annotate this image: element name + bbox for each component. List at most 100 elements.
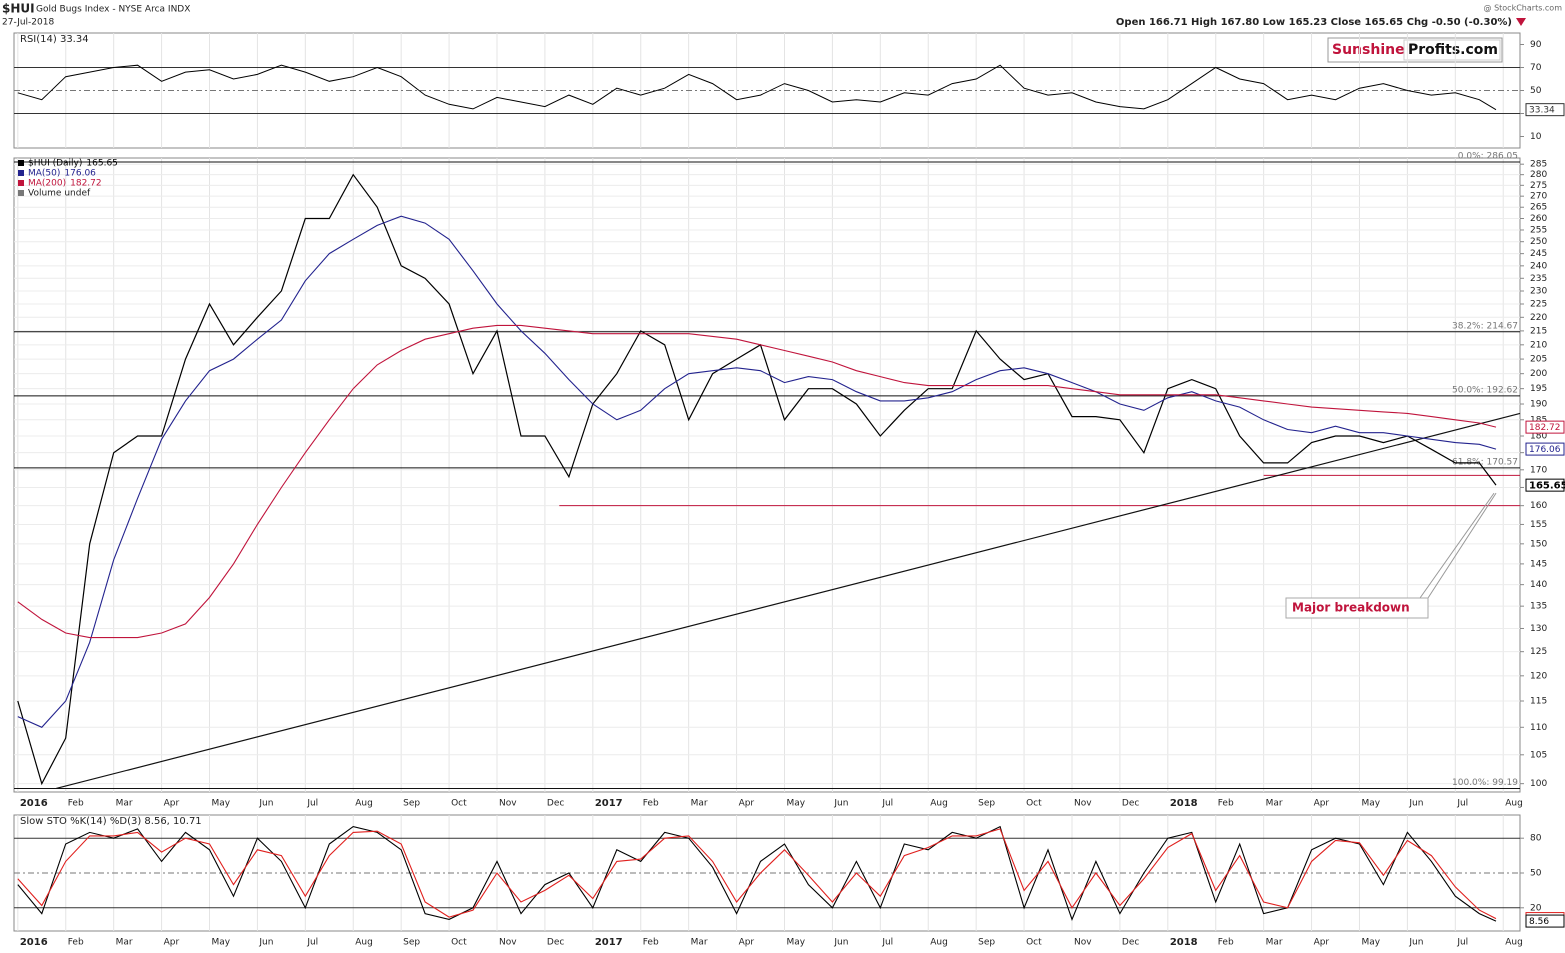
x-tick-label: Feb [68, 799, 84, 809]
y-tick-label: 125 [1530, 647, 1547, 657]
value-tag [1525, 420, 1565, 434]
annotation-arrow [1419, 492, 1497, 599]
y-tick-label: 70 [1530, 63, 1542, 73]
down-arrow [1516, 18, 1526, 26]
y-tick-label: 50 [1530, 86, 1542, 96]
y-tick-label: 270 [1530, 192, 1547, 202]
x-tick-label: May [211, 938, 230, 948]
legend-label: MA(50) [28, 169, 60, 179]
y-tick-label: 110 [1530, 723, 1547, 733]
x-tick-label: Mar [1266, 938, 1283, 948]
x-tick-label: Feb [1218, 799, 1234, 809]
x-tick-label: Sep [978, 799, 995, 809]
y-tick-label: 50 [1530, 869, 1542, 879]
y-tick-label: 100 [1530, 779, 1547, 789]
x-tick-label: 2016 [20, 937, 48, 948]
y-tick-label: 250 [1530, 237, 1547, 247]
x-tick-label: Sep [978, 938, 995, 948]
x-tick-label: Nov [499, 938, 517, 948]
x-tick-label: Apr [164, 799, 180, 809]
x-tick-label: Oct [1026, 799, 1042, 809]
x-tick-label: Mar [116, 799, 133, 809]
value-tag-label: 176.06 [1529, 445, 1561, 455]
x-tick-label: Jun [258, 938, 273, 948]
x-tick-label: Oct [1026, 938, 1042, 948]
x-tick-label: Feb [643, 799, 659, 809]
y-tick-label: 135 [1530, 602, 1547, 612]
x-tick-label: 2016 [20, 798, 48, 809]
legend-label: MA(200) [28, 179, 66, 189]
y-tick-label: 260 [1530, 214, 1547, 224]
x-tick-label: Apr [739, 938, 755, 948]
legend-label: Volume undef [28, 189, 91, 199]
x-tick-label: Jun [1408, 938, 1423, 948]
x-tick-label: Jun [833, 799, 848, 809]
legend-swatch [18, 190, 24, 196]
y-tick-label: 10 [1530, 132, 1542, 142]
x-tick-label: Jul [1456, 938, 1468, 948]
x-tick-label: Aug [1505, 938, 1523, 948]
legend-swatch [18, 160, 24, 166]
x-tick-label: Feb [68, 938, 84, 948]
legend-value: 176.06 [64, 169, 96, 179]
logo-inner [1403, 39, 1501, 61]
x-tick-label: Aug [930, 799, 948, 809]
x-tick-label: Apr [739, 799, 755, 809]
x-tick-label: May [1361, 938, 1380, 948]
x-tick-label: Jun [1408, 799, 1423, 809]
x-tick-label: Feb [1218, 938, 1234, 948]
value-tag [1525, 478, 1565, 492]
date: 27-Jul-2018 [2, 18, 54, 28]
x-tick-label: Aug [1505, 799, 1523, 809]
y-tick-label: 230 [1530, 287, 1547, 297]
y-tick-label: 275 [1530, 181, 1547, 191]
x-tick-label: 2017 [595, 937, 623, 948]
y-tick-label: 280 [1530, 170, 1547, 180]
x-tick-label: Mar [691, 938, 708, 948]
x-tick-label: Sep [403, 938, 420, 948]
value-tag-label: 33.34 [1529, 106, 1555, 116]
value-tag-label: 8.56 [1529, 917, 1549, 927]
y-tick-label: 145 [1530, 559, 1547, 569]
panel-title: Slow STO %K(14) %D(3) 8.56, 10.71 [20, 816, 202, 827]
y-tick-label: 155 [1530, 520, 1547, 530]
x-tick-label: Dec [547, 938, 564, 948]
x-tick-label: Oct [451, 938, 467, 948]
y-tick-label: 185 [1530, 415, 1547, 425]
x-tick-label: Aug [355, 938, 373, 948]
y-tick-label: 150 [1530, 539, 1547, 549]
x-tick-label: Apr [1314, 799, 1330, 809]
annotation: Major breakdown [1292, 601, 1410, 615]
logo-black: Profits.com [1408, 42, 1498, 58]
x-tick-label: Aug [355, 799, 373, 809]
fib-label: 38.2%: 214.67 [1452, 321, 1518, 331]
y-tick-label: 90 [1530, 40, 1542, 50]
x-tick-label: Mar [116, 938, 133, 948]
fib-label: 50.0%: 192.62 [1452, 385, 1518, 395]
x-tick-label: May [786, 938, 805, 948]
y-tick-label: 225 [1530, 300, 1547, 310]
y-tick-label: 20 [1530, 903, 1542, 913]
legend-label: $HUI (Daily) [28, 159, 82, 169]
y-tick-label: 160 [1530, 501, 1547, 511]
annotation-box [1285, 597, 1429, 619]
moving-average [17, 324, 1497, 639]
stochastic-line [17, 825, 1497, 922]
y-tick-label: 265 [1530, 203, 1547, 213]
x-tick-label: Jul [306, 938, 318, 948]
y-tick-label: 180 [1530, 431, 1547, 441]
x-tick-label: Nov [1074, 938, 1092, 948]
y-tick-label: 245 [1530, 249, 1547, 259]
x-tick-label: 2018 [1170, 937, 1198, 948]
value-tag [1525, 442, 1565, 456]
value-tag-label: 165.65 [1529, 481, 1565, 492]
x-tick-label: Jul [881, 799, 893, 809]
x-tick-label: 2018 [1170, 798, 1198, 809]
stochastic-line [17, 828, 1497, 920]
y-tick-label: 130 [1530, 624, 1547, 634]
y-tick-label: 170 [1530, 465, 1547, 475]
x-tick-label: Jul [306, 799, 318, 809]
x-tick-label: Sep [403, 799, 420, 809]
x-tick-label: Apr [164, 938, 180, 948]
